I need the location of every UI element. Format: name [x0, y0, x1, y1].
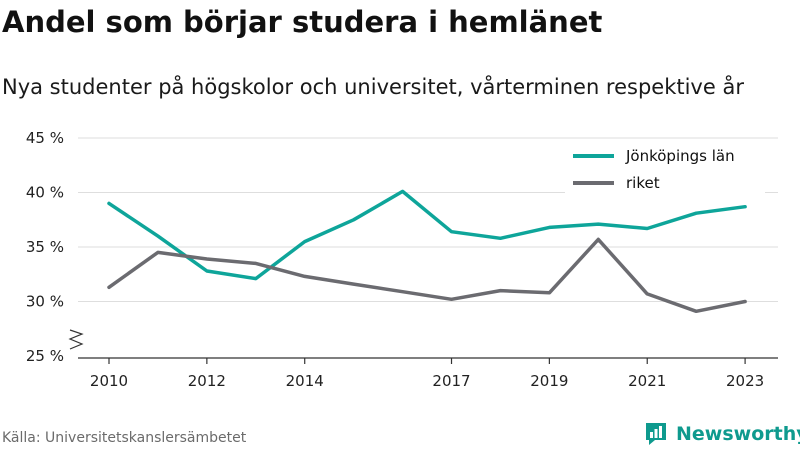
- x-tick-label: 2010: [90, 372, 128, 390]
- x-tick-label: 2023: [726, 372, 764, 390]
- legend-label: riket: [626, 174, 660, 192]
- legend-label: Jönköpings län: [625, 147, 735, 165]
- y-tick-label: 45 %: [26, 129, 64, 147]
- y-tick-label: 25 %: [26, 347, 64, 365]
- brand-logo[interactable]: Newsworthy: [644, 419, 800, 449]
- legend: Jönköpings län riket: [565, 142, 765, 194]
- x-tick-label: 2014: [286, 372, 324, 390]
- y-axis-break: [68, 329, 84, 350]
- line-chart: 25 %30 %35 %40 %45 % 2010 2012 2014 2017 201…: [26, 129, 778, 390]
- newsworthy-logo-icon: [646, 423, 666, 445]
- x-tick-label: 2019: [530, 372, 568, 390]
- legend-background: [565, 142, 765, 194]
- y-tick-label: 35 %: [26, 238, 64, 256]
- x-tick-label: 2012: [188, 372, 226, 390]
- x-axis: 2010 2012 2014 2017 2019 2021 2023: [78, 357, 778, 390]
- chart-subtitle: Nya studenter på högskolor och universit…: [2, 75, 744, 99]
- y-axis-ticks: 25 % 30 % 35 % 40 % 45 %: [26, 129, 64, 365]
- series-lines: [107, 189, 747, 314]
- chart-title: Andel som börjar studera i hemlänet: [2, 5, 603, 39]
- y-tick-label: 40 %: [26, 184, 64, 202]
- axis-break-mark: [68, 329, 84, 350]
- y-tick-label: 30 %: [26, 293, 64, 311]
- series-line-riket: [107, 237, 747, 314]
- x-tick-label: 2021: [628, 372, 666, 390]
- source-note: Källa: Universitetskanslersämbetet: [2, 430, 247, 446]
- x-tick-label: 2017: [432, 372, 470, 390]
- brand-name: Newsworthy: [676, 423, 800, 445]
- series-line-jonkoping: [107, 189, 747, 281]
